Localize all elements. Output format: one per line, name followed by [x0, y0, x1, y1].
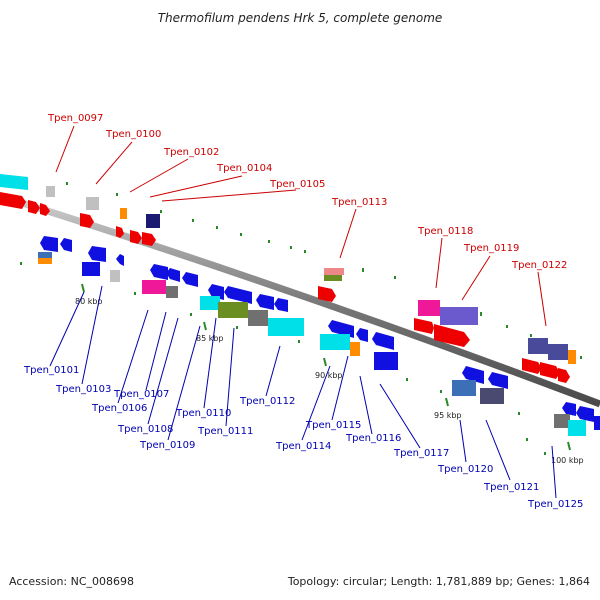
gene-label-tpen-0109[interactable]: Tpen_0109: [139, 440, 195, 451]
gene-label-tpen-0116[interactable]: Tpen_0116: [345, 433, 401, 444]
gene-label-tpen-0125[interactable]: Tpen_0125: [527, 499, 583, 510]
gene-label-tpen-0107[interactable]: Tpen_0107: [113, 389, 169, 400]
gene-label-tpen-0100[interactable]: Tpen_0100: [105, 129, 161, 140]
gene-label-tpen-0114[interactable]: Tpen_0114: [275, 441, 331, 452]
gene-label-tpen-0120[interactable]: Tpen_0120: [437, 464, 493, 475]
scale-label-85kbp: 85 kbp: [196, 334, 224, 343]
scale-label-90kbp: 90 kbp: [315, 371, 343, 380]
scale-label-95kbp: 95 kbp: [434, 411, 462, 420]
gene-label-tpen-0121[interactable]: Tpen_0121: [483, 482, 539, 493]
leader-lines-bottom: [49, 285, 557, 499]
gene-label-tpen-0122[interactable]: Tpen_0122: [511, 260, 567, 271]
tick-90kbp: [323, 357, 327, 367]
scale-label-80kbp: 80 kbp: [75, 297, 103, 306]
tick-80kbp: [81, 283, 85, 293]
leader-lines-top: [55, 125, 547, 327]
gene-label-tpen-0119[interactable]: Tpen_0119: [463, 243, 519, 254]
gene-label-tpen-0101[interactable]: Tpen_0101: [23, 365, 79, 376]
gene-label-tpen-0118[interactable]: Tpen_0118: [417, 226, 473, 237]
map-title: Thermofilum pendens Hrk 5, complete geno…: [158, 11, 443, 25]
gene-label-tpen-0110[interactable]: Tpen_0110: [175, 408, 231, 419]
gene-label-tpen-0097[interactable]: Tpen_0097: [47, 113, 103, 124]
genes-reverse: [38, 236, 600, 436]
gene-label-tpen-0106[interactable]: Tpen_0106: [91, 403, 147, 414]
minor-ticks: [20, 182, 582, 455]
gene-label-tpen-0113[interactable]: Tpen_0113: [331, 197, 387, 208]
gene-label-tpen-0117[interactable]: Tpen_0117: [393, 448, 449, 459]
gene-label-tpen-0105[interactable]: Tpen_0105: [269, 179, 325, 190]
tick-100kbp: [567, 441, 571, 451]
gene-label-tpen-0108[interactable]: Tpen_0108: [117, 424, 173, 435]
gene-label-tpen-0115[interactable]: Tpen_0115: [305, 420, 361, 431]
gene-label-tpen-0112[interactable]: Tpen_0112: [239, 396, 295, 407]
gene-label-tpen-0104[interactable]: Tpen_0104: [216, 163, 272, 174]
scale-label-100kbp: 100 kbp: [551, 456, 584, 465]
tick-85kbp: [203, 321, 207, 331]
gene-label-tpen-0103[interactable]: Tpen_0103: [55, 384, 111, 395]
accession-text: Accession: NC_008698: [9, 575, 135, 588]
gene-label-tpen-0111[interactable]: Tpen_0111: [197, 426, 253, 437]
genes-forward: [0, 174, 576, 383]
gene-label-tpen-0102[interactable]: Tpen_0102: [163, 147, 219, 158]
genome-summary-text: Topology: circular; Length: 1,781,889 bp…: [287, 575, 590, 588]
scale-ticks: [81, 283, 571, 451]
tick-95kbp: [445, 397, 449, 407]
